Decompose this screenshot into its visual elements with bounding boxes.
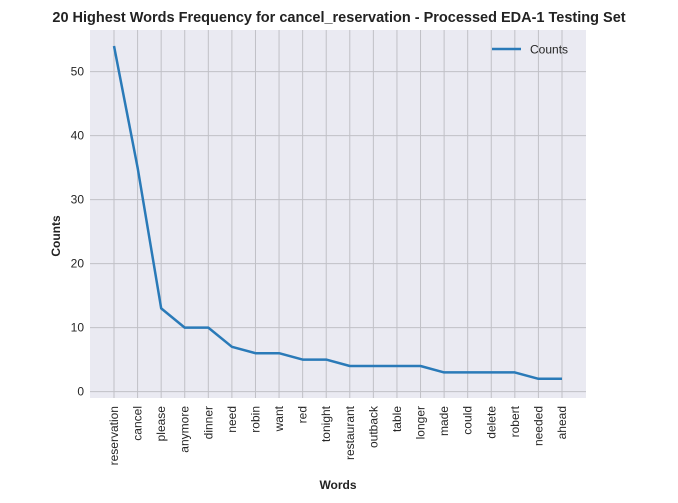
- y-tick-label: 40: [71, 129, 85, 143]
- chart-title: 20 Highest Words Frequency for cancel_re…: [52, 10, 625, 26]
- legend-label: Counts: [530, 43, 568, 57]
- x-tick-label: longer: [414, 406, 428, 439]
- y-tick-label: 0: [77, 385, 84, 399]
- x-tick-label: anymore: [178, 406, 192, 453]
- x-tick-label: restaurant: [343, 405, 357, 460]
- x-tick-label: ahead: [555, 406, 569, 439]
- y-ticks: 0 10 20 30 40 50: [71, 65, 85, 399]
- x-tick-label: tonight: [319, 405, 333, 442]
- y-tick-label: 10: [71, 321, 85, 335]
- x-tick-label: could: [461, 406, 475, 435]
- x-tick-label: red: [296, 406, 310, 423]
- x-tick-label: cancel: [131, 406, 145, 441]
- y-tick-label: 20: [71, 257, 85, 271]
- x-tick-label: made: [437, 406, 451, 436]
- plot-area: [90, 30, 586, 398]
- x-tick-label: outback: [366, 405, 380, 448]
- legend: Counts: [492, 43, 568, 57]
- x-tick-label: reservation: [107, 406, 121, 465]
- x-tick-label: table: [390, 406, 404, 432]
- x-tick-label: needed: [531, 406, 545, 446]
- grid: [90, 30, 586, 398]
- x-tick-label: robin: [248, 406, 262, 433]
- y-tick-label: 50: [71, 65, 85, 79]
- x-ticks: reservation cancel please anymore dinner need…: [107, 405, 569, 465]
- x-tick-label: delete: [484, 406, 498, 439]
- y-tick-label: 30: [71, 193, 85, 207]
- x-tick-label: want: [272, 405, 286, 432]
- x-tick-label: need: [225, 406, 239, 433]
- x-tick-label: please: [154, 406, 168, 442]
- x-tick-label: robert: [508, 405, 522, 437]
- y-axis-label: Counts: [49, 215, 63, 257]
- x-tick-label: dinner: [201, 406, 215, 439]
- x-axis-label: Words: [319, 478, 356, 492]
- series-line-counts: [112, 45, 562, 381]
